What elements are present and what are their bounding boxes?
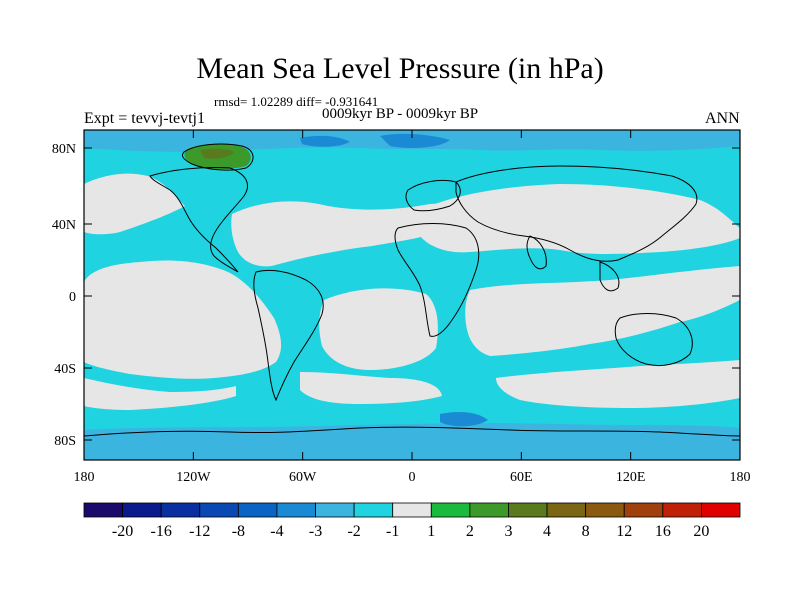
colorbar-label: -16 [151, 523, 172, 540]
colorbar-swatch [585, 502, 625, 518]
strong-antarctic-core [440, 412, 488, 427]
strong-arctic-core-2 [300, 135, 350, 147]
colorbar-swatch [276, 502, 316, 518]
lon-tick-label: 120E [616, 470, 646, 485]
colorbar-label: -3 [309, 523, 322, 540]
neutral-north-pacific [84, 173, 185, 235]
colorbar-swatch [237, 502, 278, 518]
coast-southeast-asia [599, 261, 620, 292]
coast-north-america [149, 166, 248, 273]
coast-india [526, 235, 547, 270]
field-layer [84, 130, 740, 460]
colorbar-swatch [546, 502, 587, 518]
season-label: ANN [705, 110, 740, 127]
colorbar-swatch [199, 502, 239, 518]
colorbar-swatch [392, 502, 432, 518]
lon-tick-label: 120W [176, 470, 211, 485]
colorbar-swatch [508, 502, 548, 518]
colorbar-label: 1 [427, 523, 435, 540]
lon-tick-label: 180 [74, 470, 95, 485]
lat-tick-label: 80S [54, 434, 76, 449]
neutral-east-pacific [84, 260, 282, 379]
colorbar-swatch [701, 502, 741, 518]
stats-label: rmsd= 1.02289 diff= -0.931641 [214, 94, 379, 109]
lat-tick-label: 40N [52, 218, 76, 233]
axes-layer: 80N 40N 0 40S 80S 180 120W 60W 0 60E 120E 180 [52, 130, 751, 485]
colorbar-label: -12 [189, 523, 210, 540]
lon-tick-label: 180 [730, 470, 751, 485]
coast-greenland [181, 143, 254, 171]
coast-antarctica [84, 426, 740, 437]
colorbar-label: 12 [616, 523, 632, 540]
lon-tick-label: 60W [289, 470, 317, 485]
neutral-north-atlantic [231, 201, 456, 267]
colorbar-swatch [83, 502, 123, 518]
colorbar-label: -1 [386, 523, 399, 540]
coast-asia [455, 165, 698, 262]
neutral-south-ocean-east [496, 360, 740, 408]
period-label: 0009kyr BP - 0009kyr BP [322, 106, 479, 122]
colorbar-label: 2 [466, 523, 474, 540]
lat-tick-label: 40S [54, 362, 76, 377]
neutral-southeast-pacific [300, 372, 442, 404]
neutral-south-ocean-west [84, 378, 236, 410]
colorbar: -20 -16 -12 -8 -4 -3 -2 -1 1 2 3 4 8 12 16 20 [83, 502, 741, 540]
colorbar-label: 8 [582, 523, 590, 540]
colorbar-swatch [430, 502, 471, 518]
colorbar-label: 20 [693, 523, 709, 540]
neutral-indian-pacific [465, 266, 740, 356]
colorbar-swatch [662, 502, 702, 518]
colorbar-swatch [469, 502, 509, 518]
coast-australia [614, 313, 693, 367]
lon-tick-label: 0 [409, 470, 416, 485]
lat-tick-label: 80N [52, 142, 76, 157]
positive-greenland-inner [200, 148, 234, 159]
coastlines [84, 143, 740, 437]
neutral-south-atlantic [319, 288, 438, 370]
colorbar-label: -4 [270, 523, 283, 540]
colorbar-label: -20 [112, 523, 133, 540]
colorbar-swatch [160, 502, 201, 518]
coast-europe [405, 179, 461, 212]
coast-south-america [253, 269, 324, 402]
colorbar-swatch [122, 502, 162, 518]
colorbar-label: -2 [347, 523, 360, 540]
colorbar-label: 16 [655, 523, 671, 540]
neutral-north-africa-eurasia [420, 184, 740, 254]
colorbar-label: 3 [504, 523, 512, 540]
colorbar-swatch [353, 502, 394, 518]
colorbar-label: -8 [232, 523, 245, 540]
strong-arctic-core [380, 133, 450, 148]
colorbar-swatch [315, 502, 355, 518]
colorbar-label: 4 [543, 523, 551, 540]
colorbar-swatch [623, 502, 664, 518]
experiment-label: Expt = tevvj-tevtj1 [84, 110, 205, 127]
coast-africa [394, 223, 480, 337]
map-title: Mean Sea Level Pressure (in hPa) [196, 52, 604, 85]
lon-tick-label: 60E [510, 470, 533, 485]
lat-tick-label: 0 [69, 290, 76, 305]
